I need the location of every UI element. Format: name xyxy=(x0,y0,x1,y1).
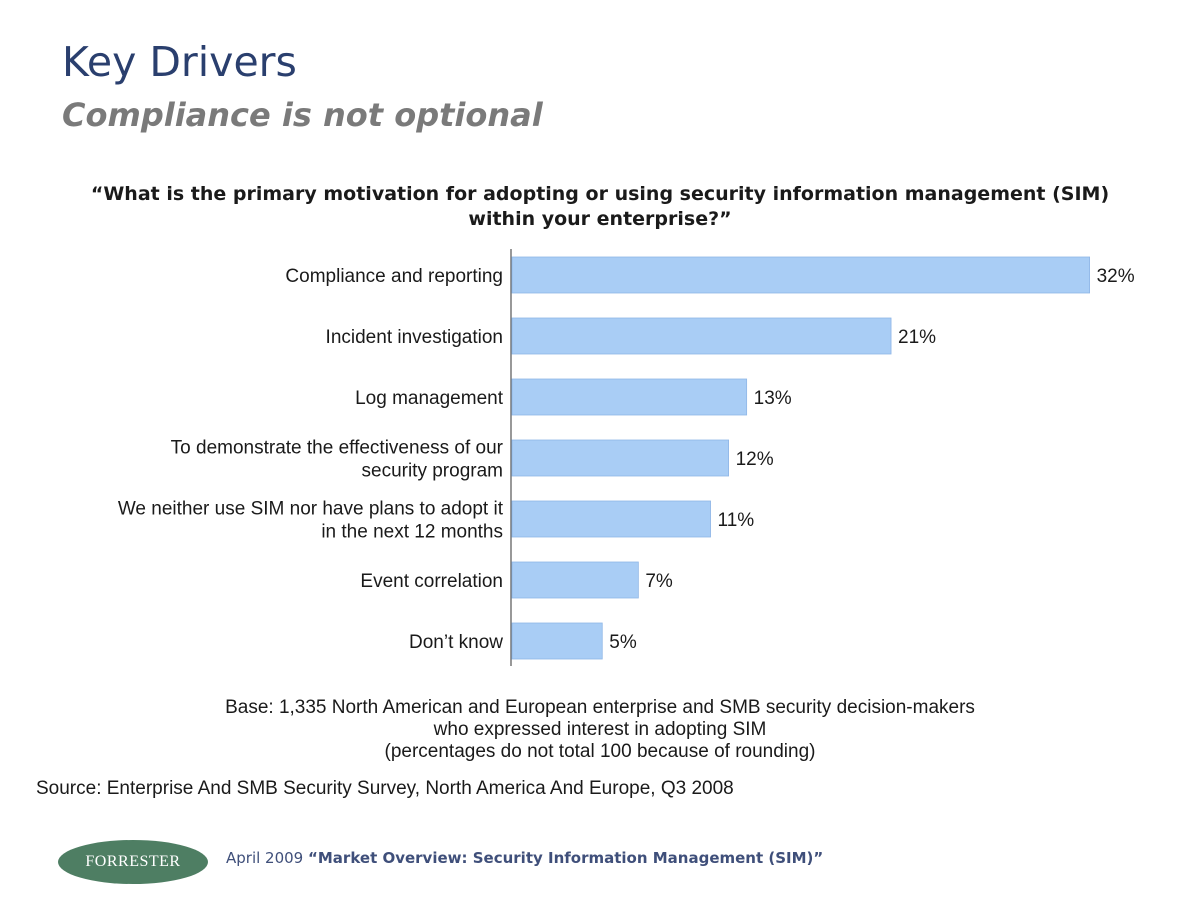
bar xyxy=(511,622,603,660)
bar-value-label: 11% xyxy=(718,510,755,531)
bar-value-label: 7% xyxy=(645,571,673,592)
chart-question: “What is the primary motivation for adop… xyxy=(40,182,1160,232)
category-label: We neither use SIM nor have plans to ado… xyxy=(118,499,504,520)
chart-question-line: “What is the primary motivation for adop… xyxy=(90,183,1110,205)
category-label: To demonstrate the effectiveness of our xyxy=(171,438,504,459)
category-label: Compliance and reporting xyxy=(285,266,503,287)
footer-report-title: “Market Overview: Security Information M… xyxy=(308,849,824,867)
bar-value-label: 21% xyxy=(898,327,936,348)
chart-question-line: within your enterprise?” xyxy=(468,208,732,230)
bar-value-label: 13% xyxy=(754,388,792,409)
bar-value-label: 32% xyxy=(1097,266,1135,287)
bar xyxy=(511,378,748,416)
base-note-line: (percentages do not total 100 because of… xyxy=(384,741,816,762)
bar-value-label: 12% xyxy=(736,449,774,470)
slide-subtitle: Compliance is not optional xyxy=(62,96,543,134)
bar xyxy=(511,317,892,355)
bar xyxy=(511,500,711,538)
footer-citation: April 2009 “Market Overview: Security In… xyxy=(226,849,823,867)
category-label: Log management xyxy=(355,388,504,409)
forrester-logo: FORRESTER xyxy=(58,840,208,884)
source-note: Source: Enterprise And SMB Security Surv… xyxy=(36,778,734,799)
category-label: Event correlation xyxy=(360,571,503,592)
bar-chart: 32% Compliance and reporting 21% Incident i… xyxy=(118,249,1135,666)
slide-title: Key Drivers xyxy=(62,38,297,86)
category-label: security program xyxy=(362,461,504,482)
base-note-line: who expressed interest in adopting SIM xyxy=(433,719,767,740)
base-note: Base: 1,335 North American and European … xyxy=(100,697,1100,763)
bar-value-label: 5% xyxy=(609,632,637,653)
base-note-line: Base: 1,335 North American and European … xyxy=(225,697,975,718)
category-label: in the next 12 months xyxy=(321,522,503,543)
category-label: Don’t know xyxy=(409,632,503,653)
bar xyxy=(511,439,730,477)
bar xyxy=(511,561,639,599)
footer-date: April 2009 xyxy=(226,849,304,867)
category-label: Incident investigation xyxy=(326,327,503,348)
bar xyxy=(511,256,1090,294)
